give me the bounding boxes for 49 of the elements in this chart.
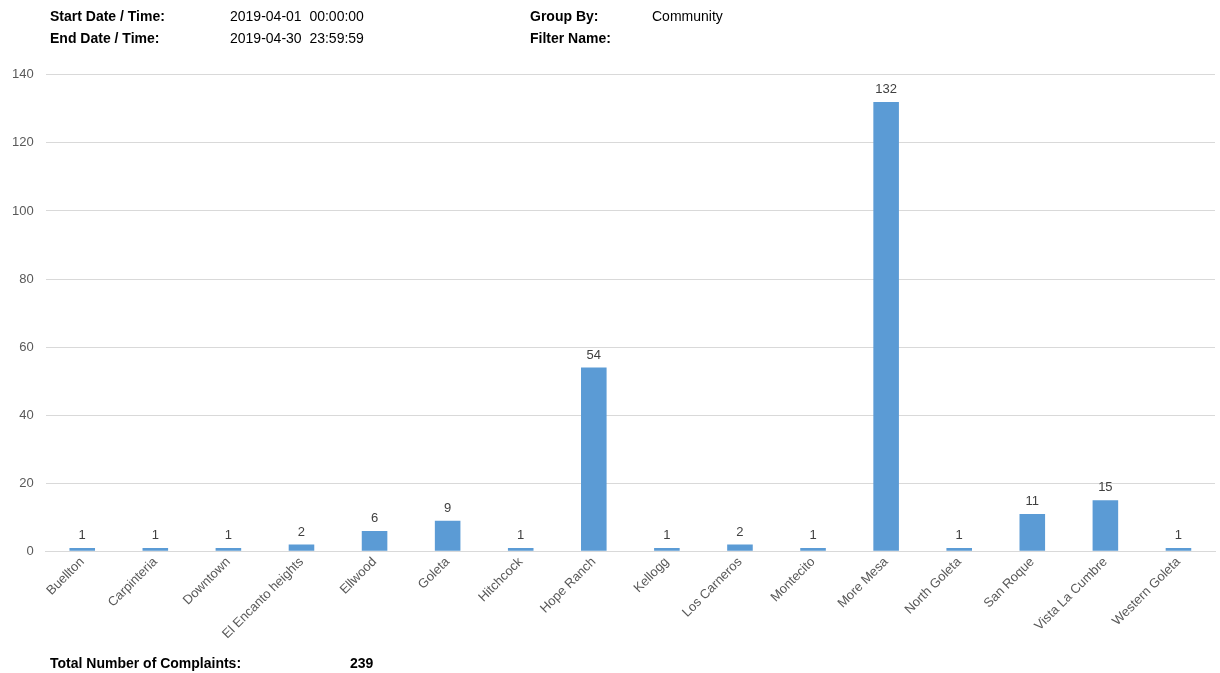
data-label: 1 <box>663 526 671 542</box>
y-tick-label: 120 <box>11 134 34 150</box>
data-label: 1 <box>517 526 525 542</box>
y-tick-label: 60 <box>19 338 34 354</box>
data-label: 15 <box>1098 479 1113 495</box>
bar <box>727 544 753 551</box>
data-label: 2 <box>297 523 306 539</box>
text: Total Number of Complaints: <box>50 655 242 671</box>
text: End Date / Time: <box>50 30 160 46</box>
y-tick-label: 20 <box>19 474 34 490</box>
bar <box>288 544 315 551</box>
data-label: 1 <box>809 526 817 542</box>
text: Start Date / Time: <box>50 8 165 24</box>
text: 239 <box>350 655 374 671</box>
data-label: 11 <box>1025 492 1040 508</box>
y-tick-label: 140 <box>11 66 34 82</box>
data-label: 2 <box>736 523 744 539</box>
text: Filter Name: <box>530 30 611 46</box>
bar <box>654 547 680 551</box>
y-tick-label: 40 <box>19 406 34 422</box>
text: Group By: <box>530 8 599 24</box>
data-label: 1 <box>1174 526 1183 542</box>
bar <box>215 547 242 551</box>
text: 2019-04-01 00:00:00 <box>230 8 364 24</box>
bar <box>69 547 96 551</box>
data-label: 6 <box>370 509 379 525</box>
data-label: 132 <box>875 81 897 97</box>
bar <box>361 530 388 551</box>
y-tick-label: 100 <box>11 202 34 218</box>
data-label: 54 <box>586 346 602 362</box>
data-label: 1 <box>78 526 86 542</box>
bar <box>1019 513 1046 551</box>
bar <box>946 547 972 551</box>
data-label: 1 <box>151 526 159 542</box>
data-label: 1 <box>224 526 233 542</box>
bar <box>581 367 607 551</box>
text: Community <box>652 8 723 24</box>
bar <box>873 102 899 551</box>
data-label: 1 <box>955 526 963 542</box>
bar <box>1165 547 1192 551</box>
data-label: 9 <box>444 499 452 515</box>
bar <box>800 547 826 551</box>
y-tick-label: 0 <box>26 542 34 558</box>
bar <box>507 547 534 551</box>
text: 2019-04-30 23:59:59 <box>230 30 364 46</box>
bar <box>142 547 169 551</box>
bar <box>434 520 461 551</box>
bar <box>1092 500 1119 551</box>
y-tick-label: 80 <box>19 270 34 286</box>
